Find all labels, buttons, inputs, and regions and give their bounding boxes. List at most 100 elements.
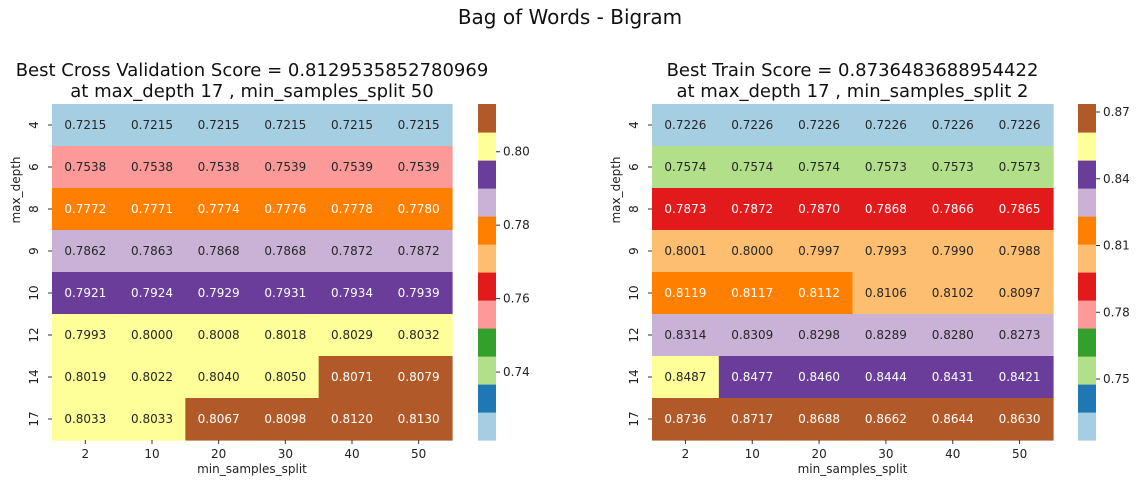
heatmap-cell	[852, 146, 920, 189]
y-tick-label: 14	[627, 369, 641, 384]
cell-value-label: 0.7939	[398, 286, 440, 300]
y-tick-label: 9	[27, 247, 41, 255]
heatmap-cell	[52, 188, 120, 231]
heatmap-cell	[852, 230, 920, 273]
cell-value-label: 0.7868	[865, 202, 907, 216]
heatmap-cell	[785, 188, 854, 231]
colorbar-tick-label: 0.81	[1103, 239, 1130, 253]
heatmap-cell	[986, 356, 1054, 399]
colorbar-segment	[478, 188, 496, 217]
heatmap-cell	[785, 146, 854, 189]
cell-value-label: 0.8033	[131, 412, 173, 426]
heatmap-cell	[118, 398, 186, 441]
heatmap-cell	[185, 146, 253, 189]
heatmap-cell	[252, 188, 320, 231]
cell-value-label: 0.8280	[932, 328, 974, 342]
cell-value-label: 0.8630	[999, 412, 1041, 426]
heatmap-cell	[652, 314, 720, 357]
heatmap-cell	[986, 314, 1054, 357]
heatmap-cell	[385, 272, 453, 315]
x-tick-label: 30	[878, 447, 893, 461]
cell-value-label: 0.7863	[131, 244, 173, 258]
cell-value-label: 0.8067	[198, 412, 240, 426]
cell-value-label: 0.7993	[865, 244, 907, 258]
x-axis-label: min_samples_split	[197, 462, 307, 476]
colorbar-segment	[478, 104, 496, 133]
cell-value-label: 0.7226	[999, 118, 1041, 132]
cell-value-label: 0.8000	[731, 244, 773, 258]
cell-value-label: 0.8040	[198, 370, 240, 384]
colorbar-segment	[1078, 412, 1096, 441]
colorbar-segment	[478, 132, 496, 161]
colorbar-tick-label: 0.84	[1103, 172, 1130, 186]
cell-value-label: 0.7538	[64, 160, 106, 174]
heatmap-cell	[385, 104, 453, 147]
cell-value-label: 0.7215	[331, 118, 373, 132]
cell-value-label: 0.7215	[131, 118, 173, 132]
cell-value-label: 0.7921	[64, 286, 106, 300]
cell-value-label: 0.7862	[64, 244, 106, 258]
x-tick-label: 10	[745, 447, 760, 461]
cell-value-label: 0.8022	[131, 370, 173, 384]
heatmap-cell	[52, 272, 120, 315]
heatmap-cell	[852, 314, 920, 357]
heatmap-cell	[252, 398, 320, 441]
colorbar-segment	[478, 300, 496, 329]
cell-value-label: 0.7997	[798, 244, 840, 258]
cell-value-label: 0.7772	[64, 202, 106, 216]
cell-value-label: 0.7774	[198, 202, 240, 216]
heatmap-cell	[385, 314, 453, 357]
cell-value-label: 0.7990	[932, 244, 974, 258]
cell-value-label: 0.8008	[198, 328, 240, 342]
colorbar-segment	[478, 356, 496, 385]
y-tick-label: 8	[27, 205, 41, 213]
x-axis-label: min_samples_split	[798, 462, 908, 476]
heatmap-cell	[118, 314, 186, 357]
y-tick-label: 10	[627, 285, 641, 300]
cell-value-label: 0.7931	[264, 286, 306, 300]
x-tick-label: 40	[344, 447, 359, 461]
heatmap-cell	[118, 104, 186, 147]
heatmap-cell	[718, 398, 787, 441]
cell-value-label: 0.7539	[331, 160, 373, 174]
cell-value-label: 0.7868	[198, 244, 240, 258]
y-tick-label: 4	[627, 121, 641, 129]
colorbar-segment	[1078, 216, 1096, 245]
x-tick-label: 2	[682, 447, 690, 461]
cell-value-label: 0.8102	[932, 286, 974, 300]
heatmap-cell	[652, 188, 720, 231]
cell-value-label: 0.8273	[999, 328, 1041, 342]
cell-value-label: 0.8289	[865, 328, 907, 342]
heatmap-cell	[919, 398, 987, 441]
cell-value-label: 0.7988	[999, 244, 1041, 258]
cell-value-label: 0.7215	[198, 118, 240, 132]
heatmap-cell	[118, 188, 186, 231]
x-tick-label: 2	[82, 447, 90, 461]
y-tick-label: 12	[27, 327, 41, 342]
x-tick-label: 40	[945, 447, 960, 461]
cell-value-label: 0.8309	[731, 328, 773, 342]
heatmap-cell	[318, 230, 386, 273]
cell-value-label: 0.8487	[664, 370, 706, 384]
y-tick-label: 14	[27, 369, 41, 384]
y-tick-label: 4	[27, 121, 41, 129]
cell-value-label: 0.7934	[331, 286, 373, 300]
cell-value-label: 0.7573	[932, 160, 974, 174]
heatmap-cell	[852, 356, 920, 399]
x-tick-label: 30	[278, 447, 293, 461]
y-tick-label: 17	[27, 411, 41, 426]
cell-value-label: 0.7538	[198, 160, 240, 174]
heatmap-cell	[52, 104, 120, 147]
heatmap-cell	[986, 230, 1054, 273]
cell-value-label: 0.8130	[398, 412, 440, 426]
cell-value-label: 0.7776	[264, 202, 306, 216]
cell-value-label: 0.8314	[664, 328, 706, 342]
cell-value-label: 0.7573	[865, 160, 907, 174]
y-tick-label: 8	[627, 205, 641, 213]
heatmap-cell	[919, 272, 987, 315]
colorbar-segment	[1078, 188, 1096, 217]
cell-value-label: 0.7215	[398, 118, 440, 132]
x-tick-label: 50	[1012, 447, 1027, 461]
cell-value-label: 0.8029	[331, 328, 373, 342]
